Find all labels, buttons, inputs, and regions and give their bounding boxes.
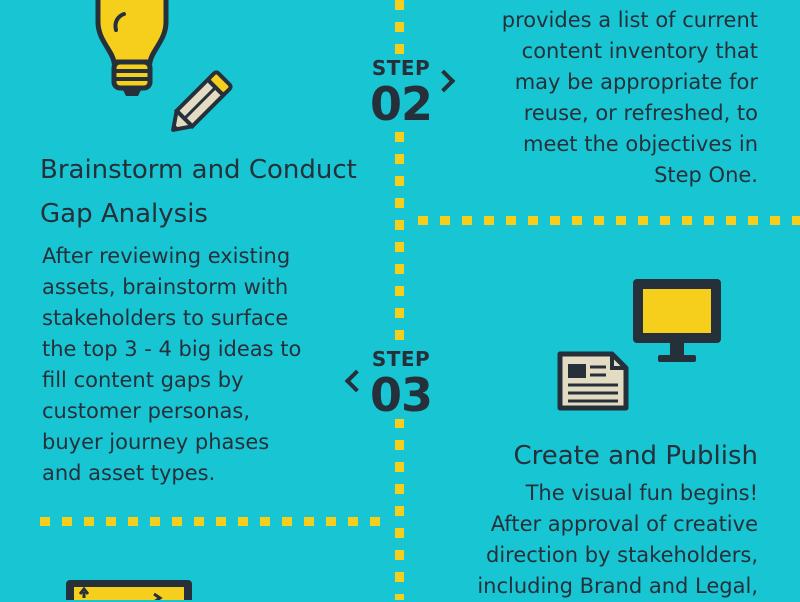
document-icon [557, 351, 629, 411]
step-02-body-line: content inventory that [521, 39, 758, 63]
step-02-body-line: Step One. [654, 163, 758, 187]
monitor-icon [633, 279, 721, 362]
step-02-body-line: may be appropriate for [514, 70, 758, 94]
step-02-badge: STEP 02 [362, 56, 440, 128]
step-02-body: provides a list of current content inven… [428, 5, 758, 191]
step-02-body-line: meet the objectives in [523, 132, 758, 156]
step-03-body-line: customer personas, [42, 399, 251, 423]
step-02-body-line: reuse, or refreshed, to [523, 101, 758, 125]
step-03-body-line: buyer journey phases [42, 430, 270, 454]
step-03-number: 03 [369, 368, 433, 422]
pencil-icon [171, 70, 233, 132]
step-03-title: Brainstorm and Conduct Gap Analysis [40, 148, 390, 236]
browser-window-icon [66, 580, 192, 600]
horizontal-dotted-divider-top-right [418, 216, 800, 225]
step-03-body-line: the top 3 - 4 big ideas to [42, 337, 302, 361]
step-03-body-line: assets, brainstorm with [42, 275, 289, 299]
step-04-body-line: The visual fun begins! [525, 481, 758, 505]
step-03-title-line: Gap Analysis [40, 199, 208, 229]
step-03-body-line: After reviewing existing [42, 244, 291, 268]
step-02-body-line: provides a list of current [501, 8, 758, 32]
step-02-label: STEP [371, 56, 431, 80]
step-02-number: 02 [369, 77, 433, 131]
step-04-title: Create and Publish [513, 441, 758, 471]
step-03-badge: STEP 03 [362, 347, 440, 419]
lightbulb-icon [95, 0, 169, 96]
vertical-dotted-divider [395, 0, 404, 600]
step-03-body-line: fill content gaps by [42, 368, 244, 392]
step-03-title-line: Brainstorm and Conduct [40, 155, 357, 185]
step-04-body: The visual fun begins! After approval of… [418, 478, 758, 602]
step-03-body: After reviewing existing assets, brainst… [42, 241, 342, 489]
step-03-body-line: stakeholders to surface [42, 306, 289, 330]
horizontal-dotted-divider-bottom-left [40, 517, 390, 526]
step-04-body-line: including Brand and Legal, [477, 574, 758, 598]
step-03-label: STEP [371, 347, 431, 371]
step-03-body-line: and asset types. [42, 461, 216, 485]
step-04-body-line: After approval of creative [490, 512, 758, 536]
step-04-body-line: direction by stakeholders, [485, 543, 758, 567]
